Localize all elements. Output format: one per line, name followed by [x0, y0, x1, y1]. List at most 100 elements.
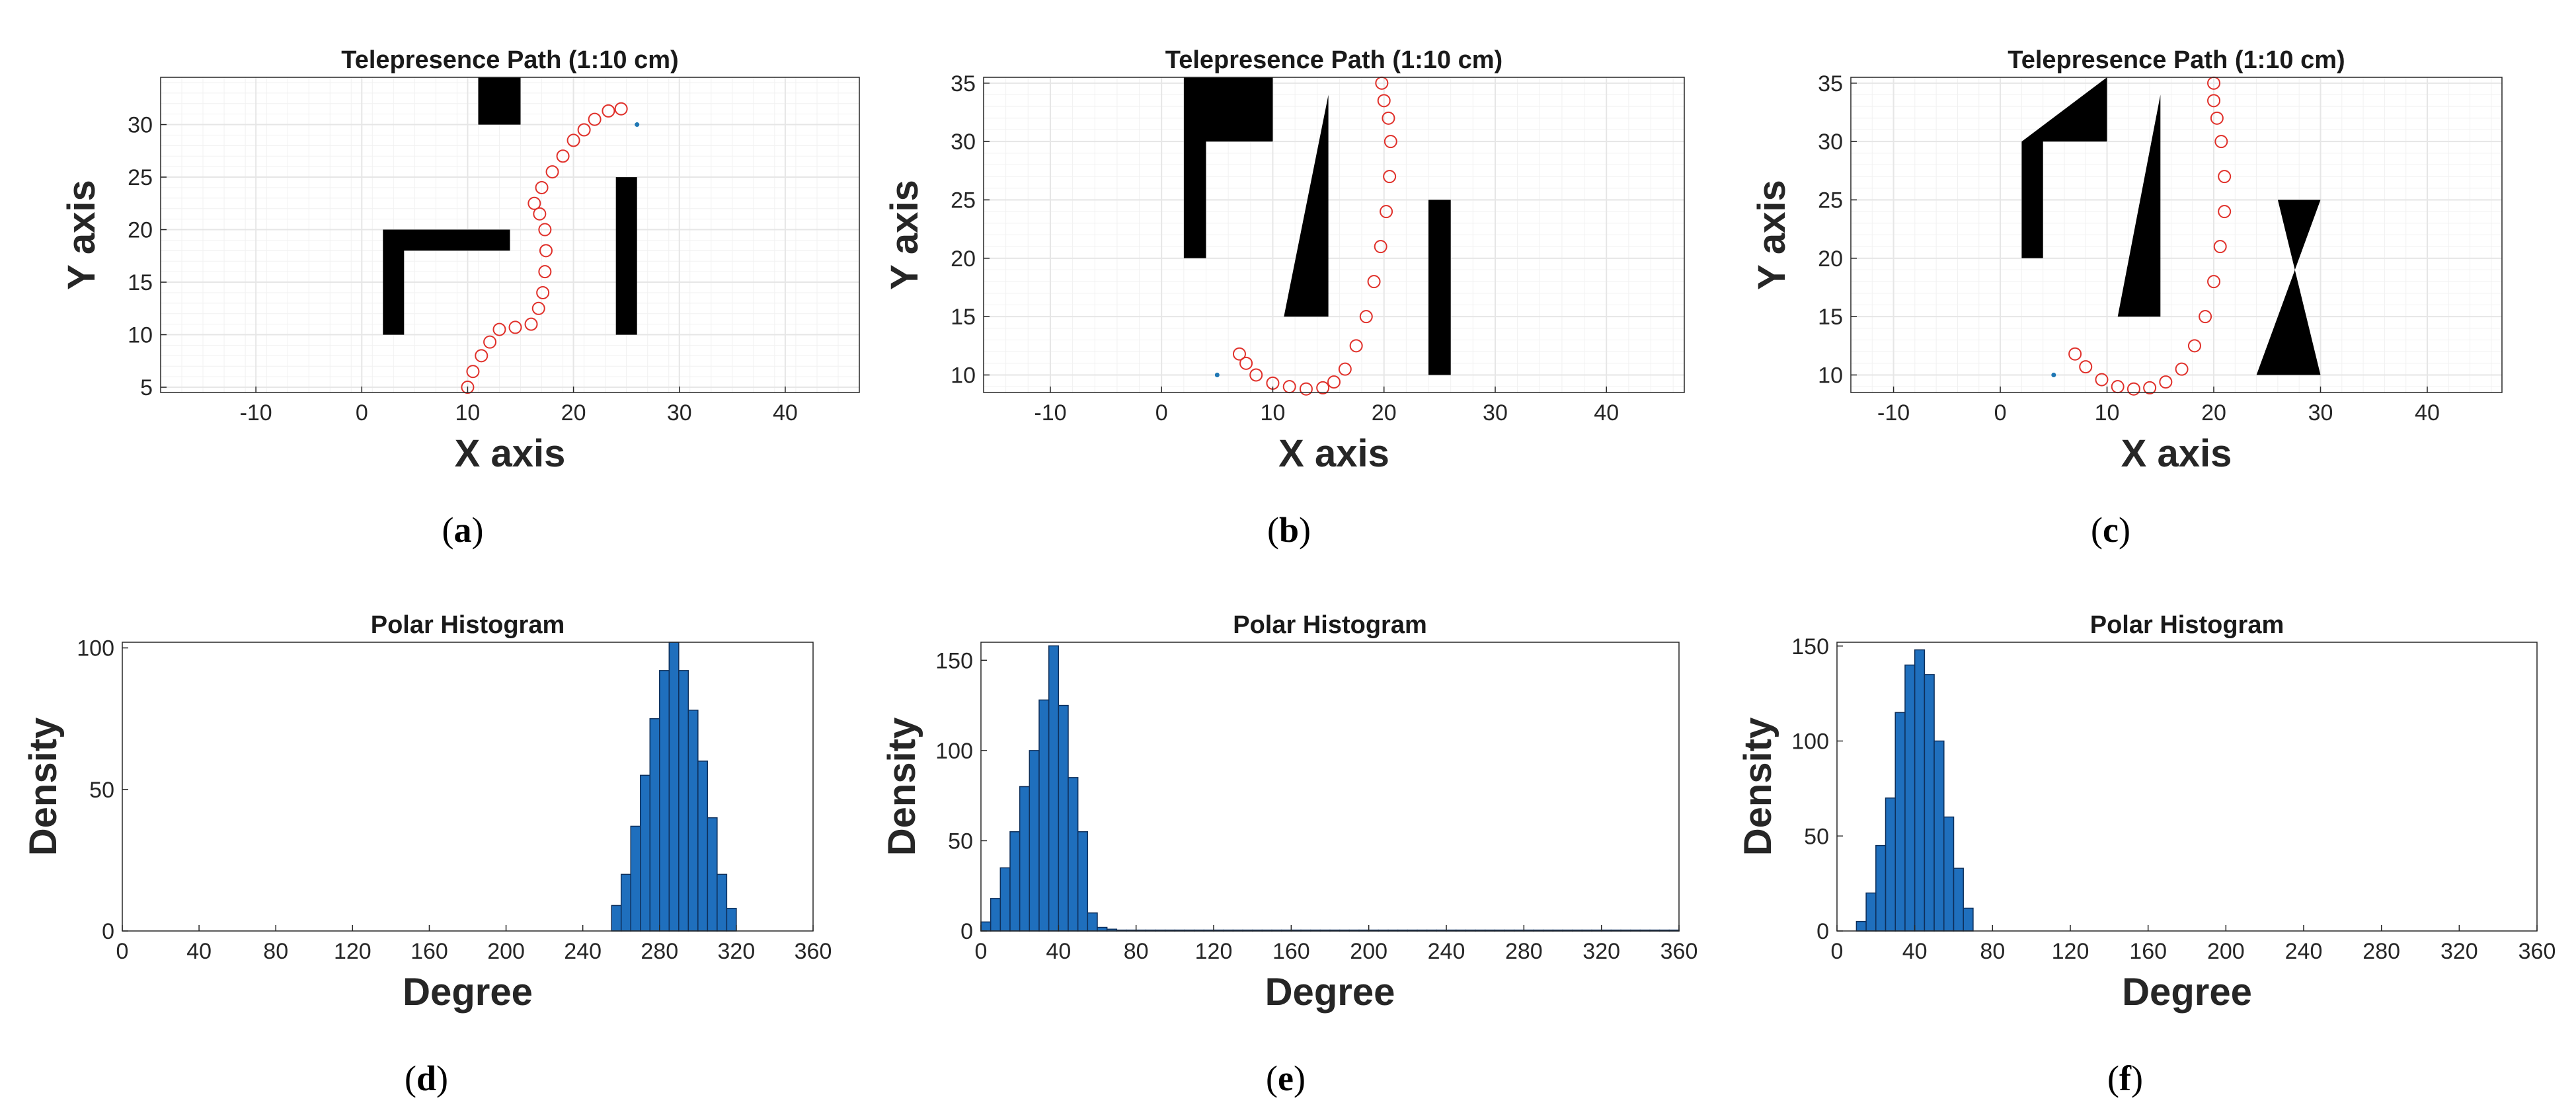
x-tick-label: 320	[2440, 939, 2478, 964]
y-axis-label: Y axis	[1750, 180, 1793, 290]
path-point	[2213, 240, 2227, 254]
chart-title: Telepresence Path (1:10 cm)	[2008, 46, 2345, 74]
path-point	[1359, 310, 1373, 324]
subfigure-caption: (f)	[2107, 1058, 2143, 1098]
histogram-bar	[1087, 912, 1098, 932]
axes-box	[122, 642, 814, 932]
obstacle-top-block	[478, 77, 521, 125]
x-tick-label: 360	[1660, 939, 1698, 964]
y-axis-label: Density	[1737, 718, 1779, 856]
y-tick-label: 5	[140, 375, 153, 400]
caption-letter: b	[1279, 510, 1299, 550]
histogram-bar	[1865, 892, 1877, 932]
path-point	[556, 149, 570, 163]
y-tick-label: 30	[1818, 130, 1843, 155]
y-tick-label: 0	[102, 919, 114, 944]
histogram-bar	[1885, 798, 1896, 932]
path-point	[466, 365, 480, 379]
subplot-d: 0 40 80 120 160 200 240 280 320 360 0 50 100 Polar Hi…	[22, 611, 832, 1098]
histogram-bar	[1904, 664, 1916, 932]
path-point	[2143, 381, 2157, 394]
y-tick-label: 150	[935, 648, 973, 673]
y-tick-label: 0	[1816, 919, 1829, 944]
subplot-e: 0 40 80 120 160 200 240 280 320 360 0 50 100 150 Polar…	[880, 611, 1698, 1098]
histogram-bar	[1924, 674, 1935, 932]
x-tick-label: 40	[1046, 939, 1071, 964]
path-point	[508, 320, 522, 334]
histogram-bar	[1943, 816, 1955, 932]
y-tick-label: 20	[1818, 246, 1843, 272]
chart-title: Telepresence Path (1:10 cm)	[341, 46, 678, 74]
x-tick-label: 200	[2207, 939, 2245, 964]
y-axis-label: Density	[880, 718, 923, 856]
path-point	[483, 335, 497, 349]
path-point	[1367, 275, 1381, 289]
path-point	[461, 381, 475, 394]
obstacle-l-shape	[383, 229, 510, 335]
histogram-bar	[649, 718, 660, 932]
path-point	[2127, 382, 2140, 396]
x-tick-label: 20	[2201, 400, 2226, 426]
path-point	[602, 104, 615, 118]
y-tick-label: 15	[128, 270, 153, 295]
y-axis-label: Y axis	[60, 180, 103, 290]
histogram-bar	[640, 774, 651, 932]
path-point	[566, 133, 580, 147]
x-tick-label: 240	[564, 939, 602, 964]
y-axis-label: Y axis	[883, 180, 926, 290]
path-point	[2187, 339, 2201, 353]
x-tick-label: 40	[773, 400, 798, 426]
x-axis-label: Degree	[2122, 971, 2252, 1014]
path-point	[1377, 94, 1391, 108]
path-point	[2210, 111, 2224, 125]
histogram-bar	[1875, 844, 1887, 932]
y-tick-label: 25	[1818, 188, 1843, 213]
obstacle-triangle	[2117, 94, 2161, 317]
path-point	[1380, 205, 1393, 219]
chart-title: Polar Histogram	[2090, 611, 2284, 639]
path-point	[2068, 347, 2082, 361]
x-tick-label: 40	[186, 939, 212, 964]
x-tick-label: 80	[1980, 939, 2005, 964]
caption-letter: e	[1278, 1058, 1294, 1098]
path-point	[536, 285, 550, 299]
path-point	[1382, 111, 1395, 125]
x-tick-label: 360	[2518, 939, 2556, 964]
path-point	[539, 244, 553, 258]
x-axis-label: X axis	[1278, 432, 1389, 475]
x-tick-label: 30	[2308, 400, 2333, 426]
chart-title: Telepresence Path (1:10 cm)	[1165, 46, 1503, 74]
path-point	[2199, 310, 2212, 324]
axes-box	[980, 642, 1680, 932]
subplot-a: -10 0 10 20 30 40 5 10 15 20 25 30 Telepresence Path…	[60, 46, 860, 550]
y-tick-label: 50	[1804, 824, 1829, 849]
x-tick-label: 320	[1582, 939, 1620, 964]
path-point	[1316, 381, 1330, 394]
path-point	[533, 207, 547, 221]
histogram-bar	[1019, 786, 1031, 932]
histogram-bar	[659, 670, 670, 932]
subfigure-caption: (b)	[1267, 510, 1311, 550]
path-point	[2218, 205, 2232, 219]
histogram-bar	[1029, 750, 1040, 932]
x-tick-label: 10	[1261, 400, 1286, 426]
path-point	[527, 196, 541, 210]
histogram-bar	[717, 873, 728, 932]
chart-title: Polar Histogram	[1233, 611, 1427, 639]
axes-box	[1850, 77, 2503, 393]
x-tick-label: 40	[2415, 400, 2440, 426]
y-tick-label: 25	[951, 188, 976, 213]
histogram-bar	[1048, 645, 1060, 932]
path-point	[1374, 240, 1387, 254]
histogram-bar	[1894, 712, 1906, 932]
histogram-bar	[707, 817, 718, 932]
path-point	[2175, 362, 2189, 376]
histogram-bar	[678, 670, 689, 932]
x-tick-label: 200	[487, 939, 525, 964]
target-point	[635, 122, 640, 128]
x-tick-label: 360	[795, 939, 832, 964]
x-tick-label: 120	[2052, 939, 2089, 964]
path-point	[492, 322, 506, 336]
histogram-bar	[999, 867, 1011, 932]
